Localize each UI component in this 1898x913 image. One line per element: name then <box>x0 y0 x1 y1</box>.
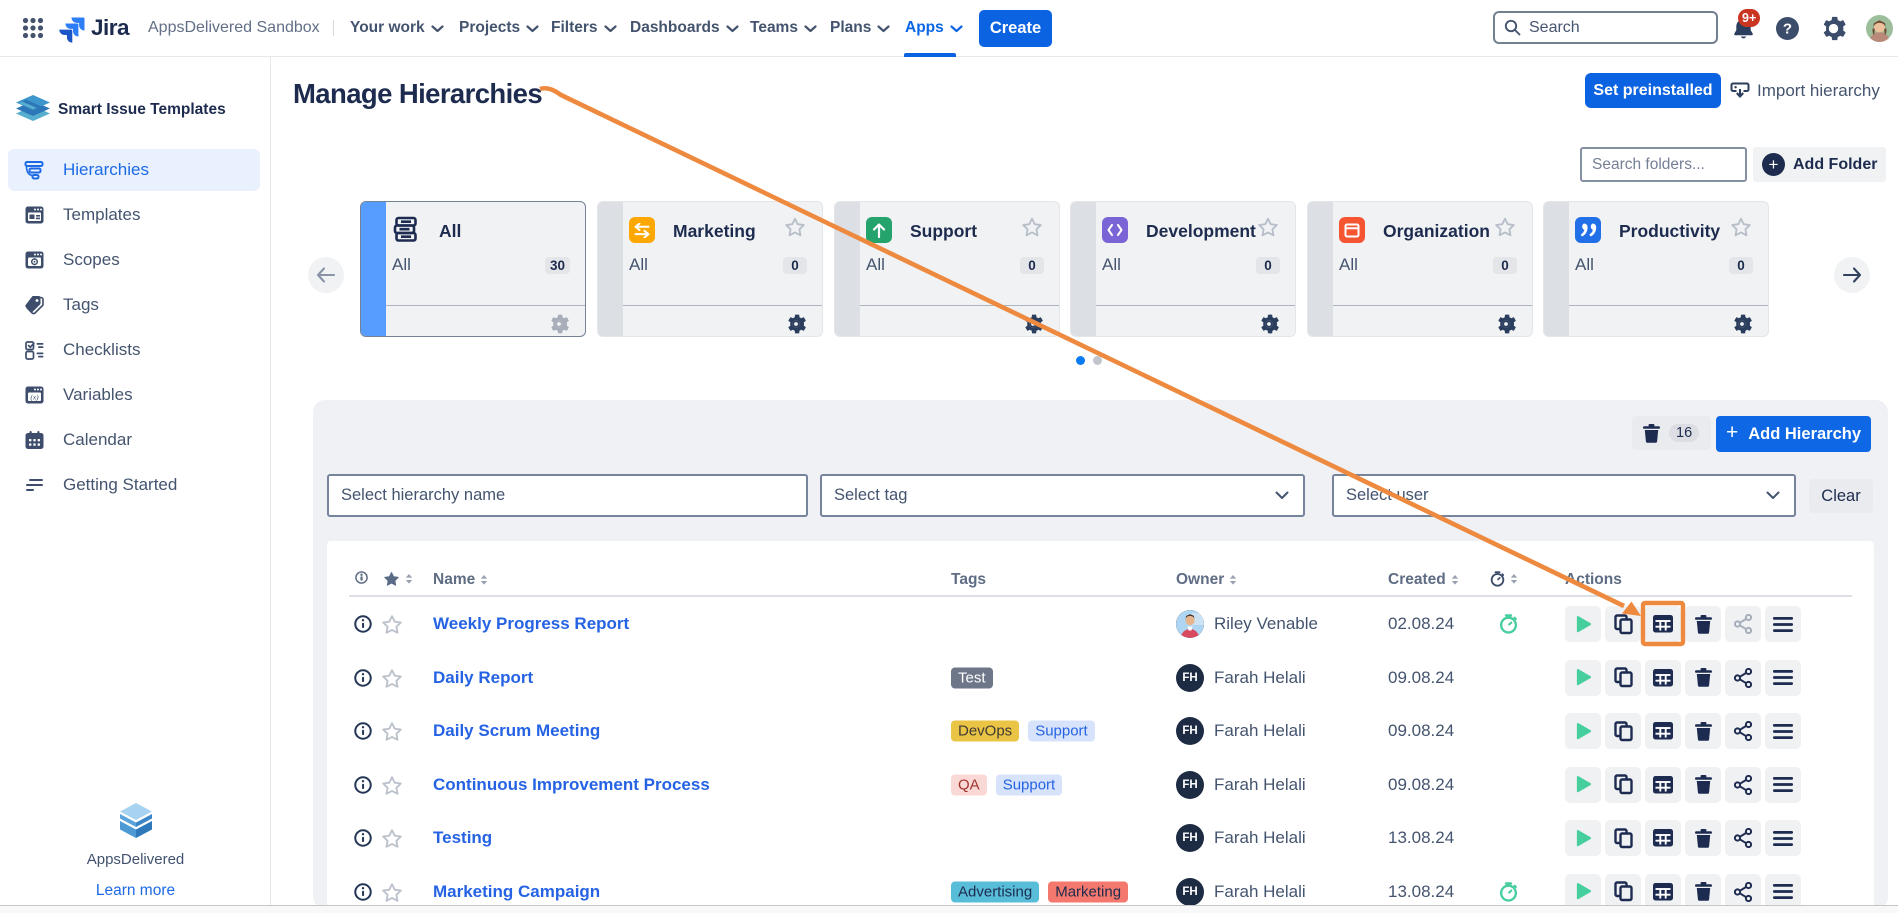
svg-text:(x): (x) <box>30 392 39 401</box>
svg-text:?: ? <box>1783 21 1792 38</box>
